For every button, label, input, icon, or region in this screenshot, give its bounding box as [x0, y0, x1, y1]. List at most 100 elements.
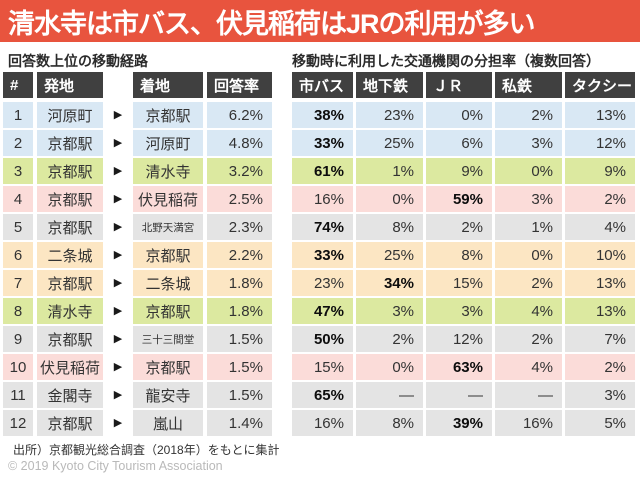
origin-cell: 清水寺 [37, 298, 103, 324]
private-rail-value-cell: 3% [495, 186, 562, 212]
subway-value-cell: 8% [356, 214, 423, 240]
table-rows: 1 河原町 ▶ 京都駅 6.2% 38% 23% 0% 2% 13% 2 京都駅… [3, 102, 635, 436]
private-rail-value-cell: 1% [495, 214, 562, 240]
rank-cell: 7 [3, 270, 33, 296]
subway-value-cell: 23% [356, 102, 423, 128]
rank-cell: 12 [3, 410, 33, 436]
origin-cell: 京都駅 [37, 270, 103, 296]
table-row: 10 伏見稲荷 ▶ 京都駅 1.5% 15% 0% 63% 4% 2% [3, 354, 635, 380]
private-rail-column-header: 私鉄 [495, 72, 562, 98]
rate-cell: 1.5% [207, 326, 272, 352]
rate-cell: 1.8% [207, 298, 272, 324]
table-row: 9 京都駅 ▶ 三十三間堂 1.5% 50% 2% 12% 2% 7% [3, 326, 635, 352]
rank-column-header: # [3, 72, 33, 98]
citybus-value-cell: 47% [292, 298, 353, 324]
table-row: 6 二条城 ▶ 京都駅 2.2% 33% 25% 8% 0% 10% [3, 242, 635, 268]
copyright: © 2019 Kyoto City Tourism Association [8, 459, 223, 473]
jr-column-header: ＪＲ [426, 72, 492, 98]
private-rail-value-cell: — [495, 382, 562, 408]
rank-cell: 10 [3, 354, 33, 380]
rank-cell: 9 [3, 326, 33, 352]
arrow-cell: ▶ [103, 326, 133, 352]
jr-value-cell: 15% [426, 270, 492, 296]
arrow-cell: ▶ [103, 298, 133, 324]
arrow-cell: ▶ [103, 410, 133, 436]
origin-cell: 京都駅 [37, 410, 103, 436]
arrow-cell: ▶ [103, 382, 133, 408]
rate-cell: 1.8% [207, 270, 272, 296]
origin-cell: 金閣寺 [37, 382, 103, 408]
jr-value-cell: 39% [426, 410, 492, 436]
table-row: 11 金閣寺 ▶ 龍安寺 1.5% 65% — — — 3% [3, 382, 635, 408]
private-rail-value-cell: 0% [495, 158, 562, 184]
destination-cell: 河原町 [133, 130, 203, 156]
taxi-value-cell: 13% [565, 102, 635, 128]
origin-cell: 京都駅 [37, 130, 103, 156]
citybus-value-cell: 38% [292, 102, 353, 128]
rank-cell: 2 [3, 130, 33, 156]
rank-cell: 3 [3, 158, 33, 184]
destination-cell: 京都駅 [133, 242, 203, 268]
jr-value-cell: 12% [426, 326, 492, 352]
taxi-value-cell: 13% [565, 298, 635, 324]
private-rail-value-cell: 2% [495, 270, 562, 296]
private-rail-value-cell: 3% [495, 130, 562, 156]
arrow-right-icon: ▶ [113, 108, 123, 121]
arrow-right-icon: ▶ [113, 304, 123, 317]
arrow-cell: ▶ [103, 242, 133, 268]
private-rail-value-cell: 4% [495, 298, 562, 324]
subway-value-cell: 34% [356, 270, 423, 296]
rate-cell: 1.4% [207, 410, 272, 436]
table-row: 5 京都駅 ▶ 北野天満宮 2.3% 74% 8% 2% 1% 4% [3, 214, 635, 240]
jr-value-cell: 59% [426, 186, 492, 212]
subway-value-cell: 25% [356, 130, 423, 156]
destination-column-header: 着地 [133, 72, 203, 98]
arrow-cell: ▶ [103, 214, 133, 240]
arrow-right-icon: ▶ [113, 220, 123, 233]
right-section-label: 移動時に利用した交通機関の分担率（複数回答） [292, 53, 600, 69]
private-rail-value-cell: 4% [495, 354, 562, 380]
jr-value-cell: 2% [426, 214, 492, 240]
taxi-value-cell: 2% [565, 186, 635, 212]
subway-value-cell: 2% [356, 326, 423, 352]
arrow-right-icon: ▶ [113, 416, 123, 429]
arrow-right-icon: ▶ [113, 192, 123, 205]
taxi-value-cell: 9% [565, 158, 635, 184]
origin-column-header: 発地 [37, 72, 103, 98]
citybus-value-cell: 16% [292, 186, 353, 212]
rank-cell: 8 [3, 298, 33, 324]
table-row: 4 京都駅 ▶ 伏見稲荷 2.5% 16% 0% 59% 3% 2% [3, 186, 635, 212]
destination-cell: 北野天満宮 [133, 214, 203, 240]
page-title: 清水寺は市バス、伏見稲荷はJRの利用が多い [8, 8, 536, 39]
destination-cell: 三十三間堂 [133, 326, 203, 352]
taxi-value-cell: 4% [565, 214, 635, 240]
taxi-column-header: タクシー [565, 72, 635, 98]
arrow-cell: ▶ [103, 270, 133, 296]
table-row: 1 河原町 ▶ 京都駅 6.2% 38% 23% 0% 2% 13% [3, 102, 635, 128]
table-row: 7 京都駅 ▶ 二条城 1.8% 23% 34% 15% 2% 13% [3, 270, 635, 296]
rank-cell: 1 [3, 102, 33, 128]
arrow-cell: ▶ [103, 158, 133, 184]
citybus-value-cell: 61% [292, 158, 353, 184]
private-rail-value-cell: 2% [495, 102, 562, 128]
arrow-cell: ▶ [103, 186, 133, 212]
rate-cell: 3.2% [207, 158, 272, 184]
arrow-cell: ▶ [103, 354, 133, 380]
jr-value-cell: 9% [426, 158, 492, 184]
origin-cell: 京都駅 [37, 326, 103, 352]
source-note: 出所）京都観光総合調査（2018年）をもとに集計 [13, 443, 280, 457]
table-header-row: # 発地 着地 回答率 市バス 地下鉄 ＪＲ 私鉄 タクシー [3, 72, 635, 98]
citybus-value-cell: 50% [292, 326, 353, 352]
arrow-right-icon: ▶ [113, 388, 123, 401]
arrow-right-icon: ▶ [113, 332, 123, 345]
origin-cell: 京都駅 [37, 158, 103, 184]
taxi-value-cell: 3% [565, 382, 635, 408]
rate-cell: 1.5% [207, 382, 272, 408]
citybus-value-cell: 33% [292, 130, 353, 156]
private-rail-value-cell: 2% [495, 326, 562, 352]
arrow-right-icon: ▶ [113, 136, 123, 149]
origin-cell: 伏見稲荷 [37, 354, 103, 380]
jr-value-cell: — [426, 382, 492, 408]
transport-table: # 発地 着地 回答率 市バス 地下鉄 ＪＲ 私鉄 タクシー 1 河原町 ▶ 京… [3, 72, 635, 438]
rate-cell: 4.8% [207, 130, 272, 156]
